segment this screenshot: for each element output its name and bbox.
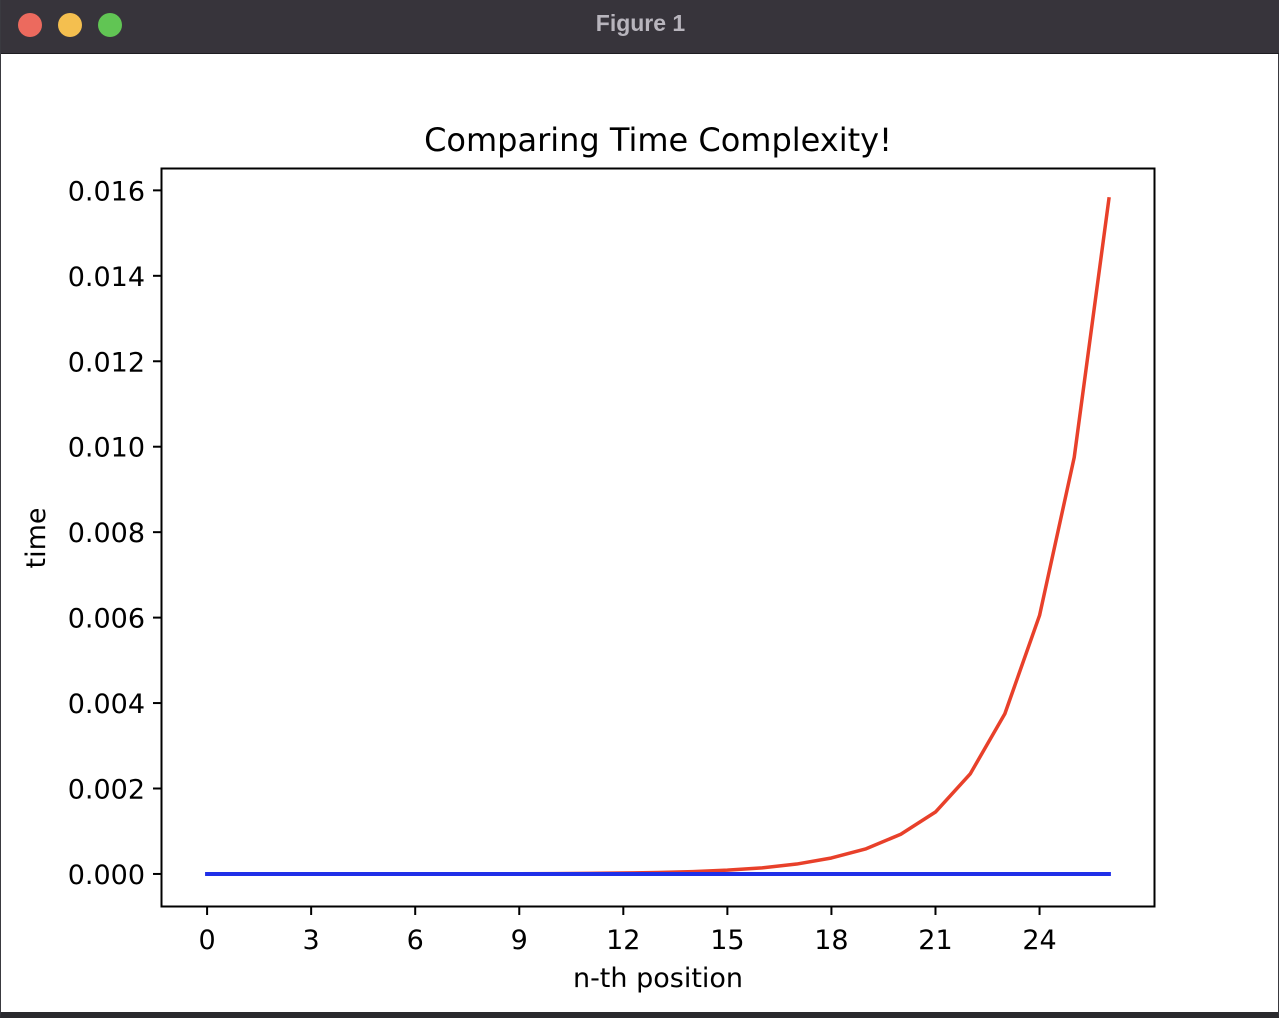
x-tick-label: 9 bbox=[511, 925, 528, 956]
y-tick-label: 0.012 bbox=[68, 347, 145, 378]
x-tick-label: 0 bbox=[198, 925, 215, 956]
y-tick-label: 0.004 bbox=[68, 689, 145, 720]
minimize-window-button[interactable] bbox=[58, 13, 82, 37]
series-layer bbox=[205, 196, 1111, 876]
window-title: Figure 1 bbox=[595, 10, 686, 36]
x-tick-label: 21 bbox=[918, 925, 952, 956]
y-tick-label: 0.010 bbox=[68, 433, 145, 464]
x-tick-label: 6 bbox=[407, 925, 424, 956]
x-tick-label: 12 bbox=[606, 925, 640, 956]
x-tick-label: 18 bbox=[814, 925, 848, 956]
y-tick-label: 0.014 bbox=[68, 262, 145, 293]
y-axis-ticks: 0.000 0.002 0.004 0.006 0.008 0.010 0.012 0.014… bbox=[68, 176, 162, 891]
x-tick-label: 24 bbox=[1022, 925, 1056, 956]
window-titlebar[interactable]: Figure 1 bbox=[1, 0, 1279, 54]
y-tick-label: 0.000 bbox=[68, 860, 145, 891]
close-window-button[interactable] bbox=[18, 13, 42, 37]
x-tick-label: 3 bbox=[303, 925, 320, 956]
y-tick-label: 0.002 bbox=[68, 775, 145, 806]
x-axis-ticks: 0 3 6 9 12 15 18 21 24 bbox=[198, 906, 1057, 956]
y-tick-label: 0.008 bbox=[68, 518, 145, 549]
y-axis-label: time bbox=[21, 507, 52, 568]
y-tick-label: 0.016 bbox=[68, 176, 145, 207]
plot-area-frame bbox=[160, 167, 1156, 908]
y-tick-label: 0.006 bbox=[68, 604, 145, 635]
x-tick-label: 15 bbox=[710, 925, 744, 956]
maximize-window-button[interactable] bbox=[98, 13, 122, 37]
chart-title: Comparing Time Complexity! bbox=[424, 121, 892, 159]
x-axis-label: n-th position bbox=[573, 963, 743, 994]
